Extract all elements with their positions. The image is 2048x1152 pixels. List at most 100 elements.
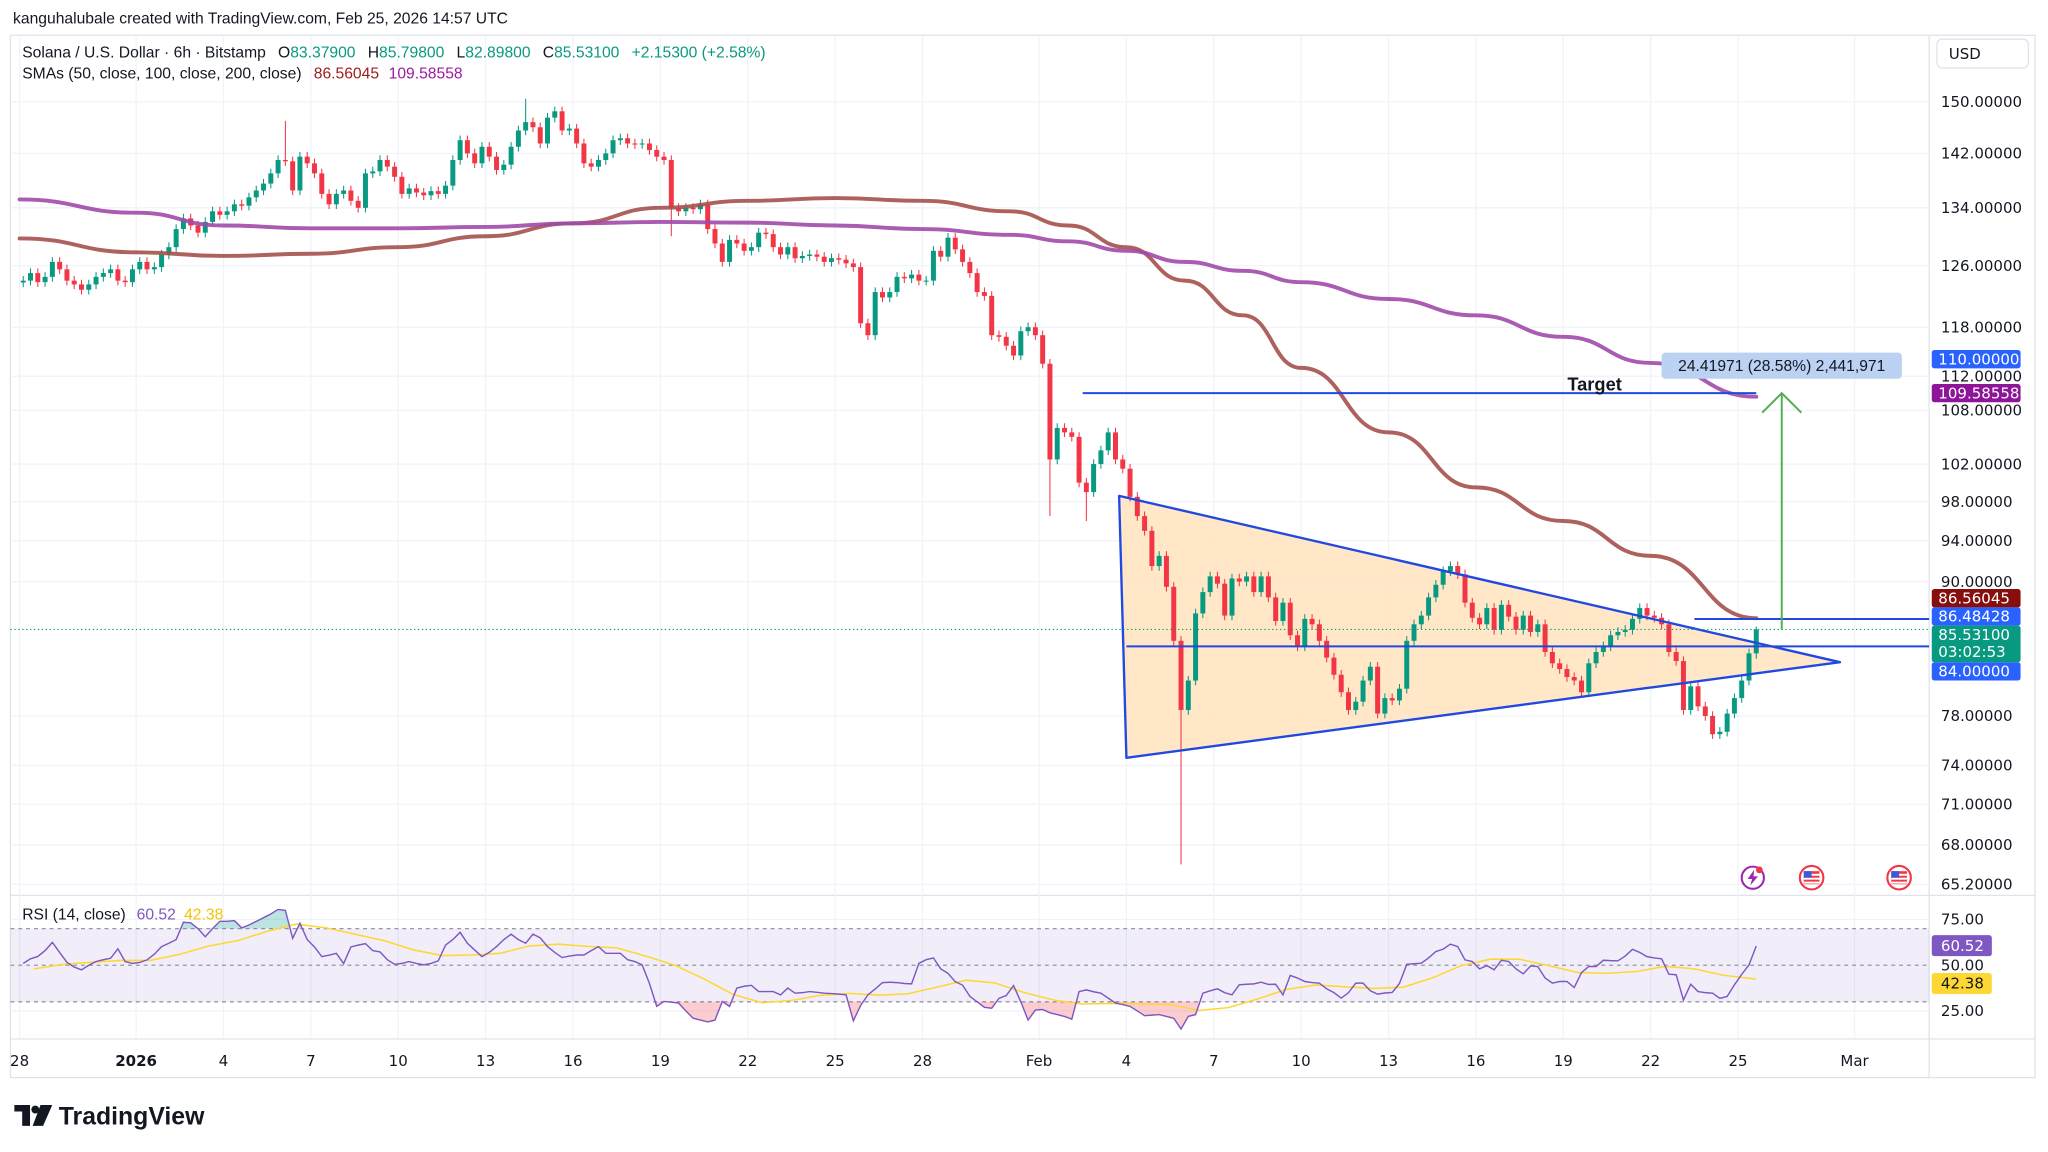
candle [362, 168, 368, 213]
candle [137, 257, 143, 275]
candle [1498, 600, 1504, 635]
candle-body [552, 111, 558, 118]
time-axis[interactable]: 28 2026 4 7 10 13 16 19 22 25 28 Feb 4 7 10 13 16 19 22 25 M… [10, 1052, 1870, 1070]
symbol-legend[interactable]: Solana / U.S. Dollar · 6h · Bitstamp O83… [22, 44, 765, 61]
candle-body [261, 183, 267, 191]
candle [1076, 432, 1082, 488]
candle-body [1127, 468, 1133, 497]
candle-body [1076, 436, 1082, 483]
candle-body [756, 232, 762, 248]
candle [639, 138, 645, 149]
candle-body [909, 274, 915, 279]
time-tick-label: Mar [1840, 1052, 1869, 1070]
candle-body [326, 193, 332, 205]
candle [1731, 693, 1737, 719]
price-axis[interactable]: 150.00000 142.00000 134.00000 126.00000 118.… [1941, 93, 2022, 893]
candle [42, 272, 48, 287]
candle-body [1462, 574, 1468, 603]
candle-body [1338, 674, 1344, 693]
us-flag-event-icon[interactable] [1886, 864, 1912, 891]
candle [770, 229, 776, 252]
candle [1098, 445, 1104, 469]
candle-body [1229, 578, 1235, 616]
candle [865, 318, 871, 340]
candle [377, 155, 383, 177]
time-tick-label: 22 [738, 1052, 757, 1070]
candle [1120, 454, 1126, 474]
candle [435, 186, 441, 199]
candle [428, 186, 434, 200]
candle [93, 272, 99, 290]
candle [617, 133, 623, 145]
time-tick-label: 7 [1209, 1052, 1219, 1070]
candle [799, 251, 805, 263]
candle [836, 253, 842, 265]
us-flag-event-icon[interactable] [1798, 864, 1825, 891]
price-tag-text: 86.56045 [1938, 589, 2010, 607]
candle-body [1025, 327, 1031, 332]
candle-body [1316, 624, 1322, 641]
rsi-axis[interactable]: 75.00 50.00 25.00 [1941, 911, 1984, 1020]
candle-body [1236, 578, 1242, 582]
candle-body [989, 295, 995, 336]
candle [996, 330, 1002, 342]
candle [1287, 598, 1293, 640]
candle-body [1455, 566, 1461, 575]
symmetrical-triangle-drawing[interactable] [1117, 494, 1842, 760]
candle [1244, 571, 1250, 587]
candle-body [763, 232, 769, 235]
candle-body [1557, 663, 1563, 670]
time-tick-label: 19 [1554, 1052, 1573, 1070]
candle [916, 269, 922, 286]
candle [290, 156, 296, 196]
candle-body [1083, 482, 1089, 493]
candle-body [370, 171, 376, 174]
candle-body [435, 191, 441, 194]
change-value: +2.15300 (+2.58%) [632, 44, 766, 61]
candle-body [1586, 663, 1592, 693]
high-value: 85.79800 [379, 44, 445, 61]
candle [479, 142, 485, 169]
candle-body [28, 273, 33, 281]
candle-body [625, 138, 631, 144]
sma-legend[interactable]: SMAs (50, close, 100, close, 200, close)… [22, 65, 463, 82]
candle-body [1091, 464, 1097, 493]
candle [1506, 600, 1512, 622]
candle-body [1440, 571, 1446, 585]
candle-body [195, 225, 201, 233]
tradingview-logo[interactable]: TradingView [14, 1104, 205, 1131]
candle-body [1018, 331, 1024, 356]
drawings[interactable]: Target 24.41971 (28.58%) 2,441,971 [10, 352, 1930, 760]
candle [392, 161, 398, 182]
candle-body [1040, 335, 1046, 364]
candle [1069, 427, 1075, 442]
candle-body [1011, 345, 1017, 356]
price-tick-label: 150.00000 [1941, 93, 2022, 111]
rsi-tag-text: 60.52 [1941, 937, 1984, 955]
lightning-event-icon[interactable] [1740, 865, 1765, 890]
candle [49, 257, 55, 282]
candle [1491, 603, 1497, 635]
low-value: 82.89800 [465, 44, 531, 61]
candle-body [1163, 555, 1169, 587]
candle-body [399, 176, 405, 194]
candle-body [610, 140, 616, 154]
time-tick-label: 4 [1122, 1052, 1132, 1070]
candle [486, 142, 492, 162]
rsi-legend[interactable]: RSI (14, close) 60.52 42.38 [22, 907, 223, 924]
candle-body [799, 255, 805, 259]
candle-body [916, 274, 922, 281]
candle [1003, 332, 1009, 351]
candle [100, 268, 106, 282]
candle [1600, 641, 1606, 657]
candle [843, 254, 849, 269]
candle-body [1178, 640, 1184, 710]
price-tick-label: 98.00000 [1941, 493, 2013, 511]
candle-body [1535, 624, 1541, 632]
candle-body [1222, 583, 1228, 616]
candle-body [1447, 566, 1453, 572]
candle-body [486, 146, 492, 157]
candle-body [71, 280, 77, 285]
candle-body [57, 261, 63, 270]
currency-button[interactable]: USD [1936, 38, 2030, 69]
